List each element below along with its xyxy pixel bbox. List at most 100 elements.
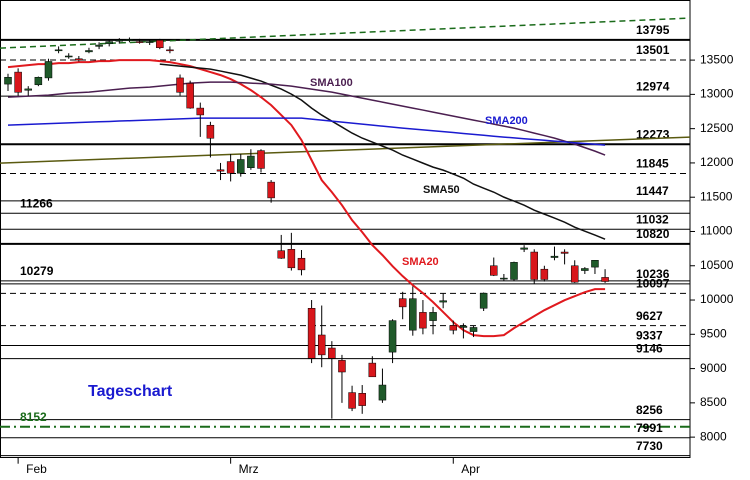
candle-body	[601, 277, 609, 282]
y-tick-label: 10500	[700, 258, 734, 272]
candle-body	[135, 41, 144, 43]
candle-body	[247, 155, 255, 168]
y-tick-label: 12500	[700, 121, 734, 135]
candle-body	[145, 41, 154, 43]
candle-body	[206, 124, 215, 139]
level-label: 11032	[636, 212, 669, 226]
x-tick-label: Apr	[461, 462, 480, 476]
candle-body	[368, 362, 377, 378]
candle-body	[216, 169, 225, 172]
candle-body	[14, 71, 22, 93]
level-label: 10279	[20, 264, 54, 278]
y-tick-label: 13000	[700, 87, 734, 101]
chart-annotation: Tageschart	[88, 383, 173, 400]
candle-body	[85, 50, 93, 53]
candle-body	[186, 83, 194, 109]
candle-body	[348, 392, 356, 409]
candle-body	[388, 320, 397, 353]
candle-body	[34, 76, 43, 86]
ma-line	[7, 81, 606, 156]
x-tick-label: Mrz	[239, 462, 259, 476]
level-label: 10820	[636, 227, 670, 241]
level-label: 7730	[636, 439, 663, 453]
level-label: 13501	[636, 43, 670, 57]
level-label: 8256	[636, 403, 663, 417]
ma-line	[7, 59, 606, 338]
candle-body	[469, 327, 478, 332]
y-tick-label: 8000	[700, 429, 727, 443]
y-tick-label: 10000	[700, 292, 734, 306]
y-tick-label: 11500	[700, 189, 733, 203]
ma-line	[7, 117, 606, 146]
candle-body	[591, 260, 599, 268]
candle-body	[419, 312, 427, 329]
candle-body	[257, 150, 265, 169]
candle-body	[115, 39, 124, 42]
level-label: 11266	[20, 196, 53, 210]
candle-body	[287, 249, 296, 269]
candle-body	[166, 49, 174, 52]
y-tick-label: 11000	[700, 224, 733, 238]
level-label: 12974	[636, 79, 670, 93]
candle-body	[570, 265, 579, 283]
candle-body	[226, 161, 235, 174]
candle-body	[156, 39, 164, 49]
candle-body	[4, 76, 12, 85]
candle-body	[540, 268, 549, 280]
candle-body	[378, 384, 387, 401]
candle-body	[449, 325, 458, 331]
level-label: 11845	[636, 157, 669, 171]
candle-body	[358, 393, 366, 406]
candle-body	[328, 347, 336, 359]
candle-body	[550, 255, 559, 258]
level-label: 9146	[636, 342, 663, 356]
candle-body	[176, 77, 184, 93]
candle-body	[297, 257, 306, 271]
candle-body	[439, 300, 447, 303]
series-label: SMA200	[485, 115, 528, 127]
candle-body	[520, 247, 528, 250]
candle-body	[267, 181, 275, 199]
y-tick-label: 9500	[700, 326, 727, 340]
level-label: 7991	[636, 421, 663, 435]
candle-body	[95, 44, 103, 47]
candle-body	[64, 55, 73, 58]
series-label: SMA50	[423, 184, 460, 196]
level-label: 11447	[636, 184, 669, 198]
candle-body	[237, 159, 245, 174]
candle-body	[317, 334, 326, 356]
candle-body	[490, 265, 498, 276]
series-label: SMA100	[310, 77, 353, 89]
candle-body	[510, 262, 518, 280]
level-label: 9627	[636, 309, 663, 323]
candle-body	[125, 39, 134, 41]
trendline	[0, 136, 691, 164]
y-tick-label: 9000	[700, 361, 727, 375]
candle-body	[500, 277, 508, 280]
candle-body	[44, 61, 53, 79]
candle-body	[338, 360, 346, 373]
candle-body	[479, 292, 488, 309]
candle-body	[560, 251, 569, 254]
candle-body	[581, 268, 589, 271]
candle-body	[530, 251, 538, 280]
candle-body	[409, 298, 417, 331]
candle-body	[54, 49, 63, 52]
candle-body	[459, 325, 468, 328]
ma-line	[159, 63, 606, 240]
candle-body	[429, 312, 437, 321]
candle-body	[196, 107, 205, 116]
candle-body	[307, 308, 316, 359]
series-label: SMA20	[402, 256, 439, 268]
y-tick-label: 13500	[700, 52, 734, 66]
level-label: 10236	[636, 267, 670, 281]
y-tick-label: 12000	[700, 155, 734, 169]
level-label: 8152	[20, 410, 47, 424]
level-label: 13795	[636, 23, 670, 37]
candle-body	[24, 88, 32, 91]
y-tick-label: 8500	[700, 395, 727, 409]
candle-body	[277, 250, 285, 259]
candle-body	[75, 58, 83, 61]
candle-body	[105, 41, 113, 44]
